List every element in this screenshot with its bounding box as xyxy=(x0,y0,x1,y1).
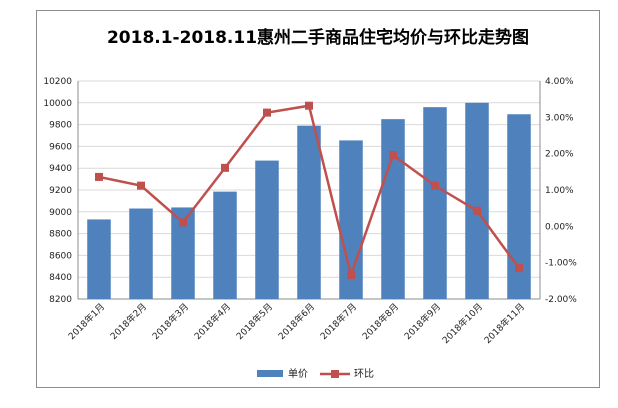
y-right-tick-label: 3.00% xyxy=(545,113,574,123)
y-right-tick-label: -2.00% xyxy=(545,295,577,305)
line-point xyxy=(389,151,397,160)
y-left-tick-label: 8800 xyxy=(49,230,72,240)
x-tick-label: 2018年2月 xyxy=(108,301,149,342)
line-point xyxy=(347,271,355,280)
y-left-tick-label: 9400 xyxy=(49,164,72,174)
x-tick-label: 2018年3月 xyxy=(150,301,191,342)
bar xyxy=(213,191,237,299)
bar xyxy=(297,125,321,299)
line-point xyxy=(473,206,481,215)
bar xyxy=(87,219,111,299)
y-right-tick-label: 0.00% xyxy=(545,222,574,232)
x-tick-label: 2018年11月 xyxy=(482,301,528,347)
x-tick-label: 2018年10月 xyxy=(440,301,486,347)
y-left-tick-label: 10200 xyxy=(43,77,72,87)
x-tick-label: 2018年5月 xyxy=(234,301,275,342)
y-left-tick-label: 8600 xyxy=(49,251,72,261)
x-tick-label: 2018年7月 xyxy=(318,301,359,342)
chart-title: 2018.1-2018.11惠州二手商品住宅均价与环比走势图 xyxy=(106,28,530,48)
x-tick-label: 2018年8月 xyxy=(360,301,401,342)
y-left-tick-label: 10000 xyxy=(43,99,72,109)
line-point xyxy=(515,264,523,273)
legend-swatch-bar xyxy=(257,370,283,377)
legend-swatch-marker xyxy=(331,370,339,378)
bar xyxy=(507,114,531,300)
legend-label: 环比 xyxy=(354,368,374,380)
bar xyxy=(423,107,447,299)
line-point xyxy=(137,181,145,190)
y-right-tick-label: 1.00% xyxy=(545,186,574,196)
line-point xyxy=(221,163,229,172)
line-point xyxy=(95,172,103,181)
line-point xyxy=(179,218,187,227)
y-left-tick-label: 9800 xyxy=(49,121,72,131)
y-left-tick-label: 9200 xyxy=(49,186,72,196)
y-left-tick-label: 9000 xyxy=(49,208,72,218)
y-left-tick-label: 8400 xyxy=(49,273,72,283)
x-tick-label: 2018年9月 xyxy=(402,301,443,342)
line-point xyxy=(263,108,271,117)
bar xyxy=(381,119,405,300)
x-tick-label: 2018年4月 xyxy=(192,301,233,342)
bar xyxy=(129,208,153,299)
x-tick-label: 2018年6月 xyxy=(276,301,317,342)
bar xyxy=(171,207,195,299)
bar xyxy=(465,102,489,299)
y-right-tick-label: -1.00% xyxy=(545,259,577,269)
chart-frame: 2018.1-2018.11惠州二手商品住宅均价与环比走势图 xyxy=(36,10,600,388)
y-left-tick-label: 9600 xyxy=(49,142,72,152)
x-tick-label: 2018年1月 xyxy=(66,301,107,342)
y-left-tick-label: 8200 xyxy=(49,295,72,305)
y-right-tick-label: 4.00% xyxy=(545,77,574,87)
y-right-tick-label: 2.00% xyxy=(545,150,574,160)
bar xyxy=(255,160,279,299)
line-point xyxy=(431,181,439,190)
legend-label: 单价 xyxy=(288,368,308,380)
line-point xyxy=(305,101,313,110)
